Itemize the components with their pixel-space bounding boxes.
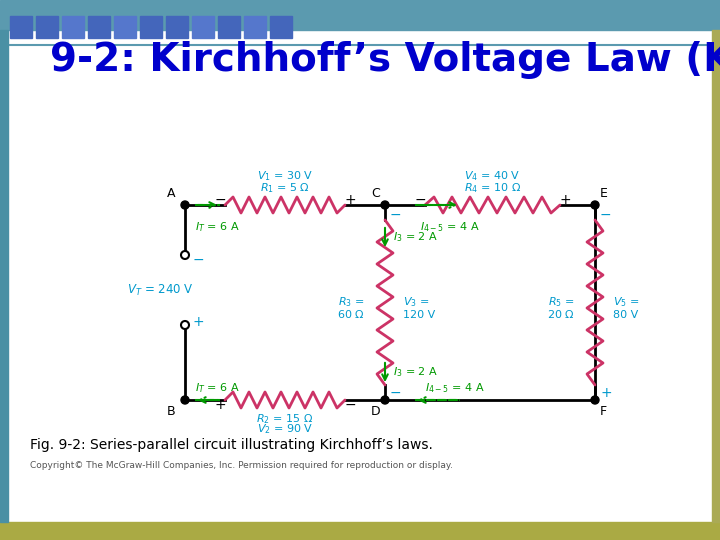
Text: +: +: [559, 193, 571, 207]
Text: F: F: [600, 405, 607, 418]
Bar: [218, 16, 240, 38]
Text: 60 $\Omega$: 60 $\Omega$: [337, 308, 365, 321]
Bar: [192, 16, 214, 38]
Text: $R_1$ = 5 $\Omega$: $R_1$ = 5 $\Omega$: [260, 181, 310, 195]
Circle shape: [591, 396, 599, 404]
Bar: [0, 30, 8, 522]
Text: $V_2$ = 90 V: $V_2$ = 90 V: [257, 422, 313, 436]
Bar: [36, 16, 58, 38]
Text: −: −: [390, 208, 402, 222]
Bar: [88, 16, 110, 38]
Text: $V_4$ = 40 V: $V_4$ = 40 V: [464, 169, 521, 183]
Bar: [0, 0, 720, 30]
Text: $R_4$ = 10 $\Omega$: $R_4$ = 10 $\Omega$: [464, 181, 521, 195]
Circle shape: [381, 396, 389, 404]
Text: 20 $\Omega$: 20 $\Omega$: [547, 308, 575, 321]
Text: $R_3$ =: $R_3$ =: [338, 295, 365, 309]
Bar: [0, 522, 720, 540]
Bar: [712, 30, 720, 522]
Bar: [270, 16, 292, 38]
Text: Fig. 9-2: Series-parallel circuit illustrating Kirchhoff’s laws.: Fig. 9-2: Series-parallel circuit illust…: [30, 438, 433, 452]
Bar: [10, 16, 32, 38]
Text: −: −: [390, 386, 402, 400]
Bar: [62, 16, 84, 38]
Text: 120 V: 120 V: [403, 309, 436, 320]
Text: $V_5$ =: $V_5$ =: [613, 295, 639, 309]
Circle shape: [381, 201, 389, 209]
Circle shape: [181, 251, 189, 259]
Text: 9-2: Kirchhoff’s Voltage Law (KVL): 9-2: Kirchhoff’s Voltage Law (KVL): [50, 41, 720, 79]
Text: $I_3$ = 2 A: $I_3$ = 2 A: [393, 230, 438, 244]
Text: $R_2$ = 15 $\Omega$: $R_2$ = 15 $\Omega$: [256, 412, 313, 426]
Text: $V_T$ = 240 V: $V_T$ = 240 V: [127, 282, 194, 298]
Text: +: +: [193, 315, 204, 329]
Text: +: +: [344, 193, 356, 207]
Text: E: E: [600, 187, 608, 200]
Text: $V_1$ = 30 V: $V_1$ = 30 V: [257, 169, 313, 183]
Circle shape: [181, 201, 189, 209]
Bar: [114, 16, 136, 38]
Text: A: A: [166, 187, 175, 200]
Text: $I_3$ = 2 A: $I_3$ = 2 A: [393, 365, 438, 379]
Text: Copyright© The McGraw-Hill Companies, Inc. Permission required for reproduction : Copyright© The McGraw-Hill Companies, In…: [30, 461, 453, 469]
Bar: [140, 16, 162, 38]
Text: 80 V: 80 V: [613, 309, 638, 320]
Text: D: D: [370, 405, 380, 418]
Circle shape: [181, 396, 189, 404]
Circle shape: [591, 201, 599, 209]
Text: $V_3$ =: $V_3$ =: [403, 295, 430, 309]
Text: −: −: [344, 398, 356, 412]
Text: +: +: [600, 386, 611, 400]
Text: C: C: [372, 187, 380, 200]
Text: −: −: [193, 253, 204, 267]
Text: $I_{4-5}$ = 4 A: $I_{4-5}$ = 4 A: [420, 220, 480, 234]
Text: $R_5$ =: $R_5$ =: [549, 295, 575, 309]
Text: −: −: [414, 193, 426, 207]
Bar: [166, 16, 188, 38]
Text: $I_T$ = 6 A: $I_T$ = 6 A: [195, 381, 240, 395]
Text: $I_T$ = 6 A: $I_T$ = 6 A: [195, 220, 240, 234]
Text: +: +: [214, 398, 226, 412]
Bar: [244, 16, 266, 38]
Text: B: B: [166, 405, 175, 418]
Circle shape: [181, 321, 189, 329]
Text: −: −: [600, 208, 611, 222]
Text: −: −: [214, 193, 226, 207]
Text: $I_{4-5}$ = 4 A: $I_{4-5}$ = 4 A: [425, 381, 485, 395]
